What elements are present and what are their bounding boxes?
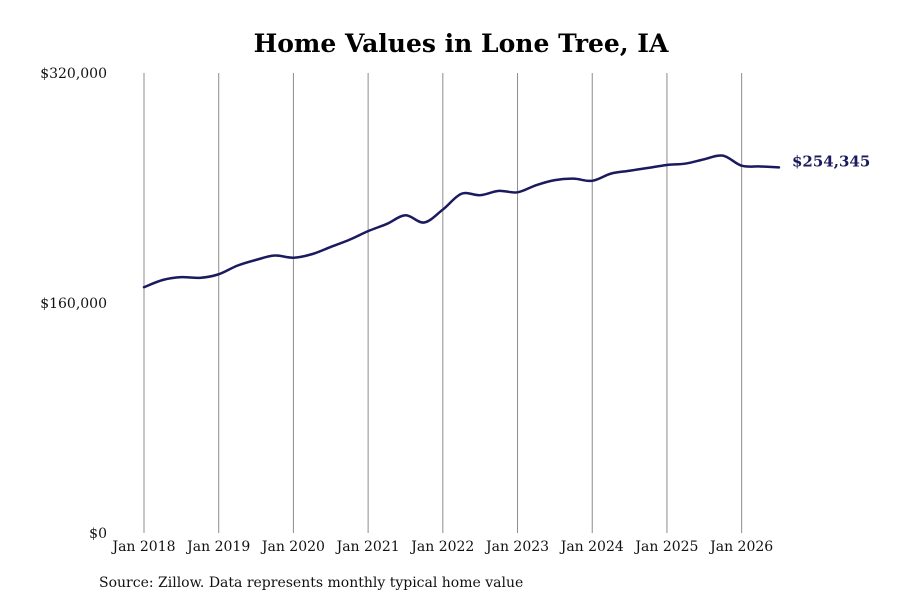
- y-tick-label: $160,000: [40, 296, 107, 312]
- source-note: Source: Zillow. Data represents monthly …: [99, 575, 523, 591]
- series-layer: [142, 154, 781, 289]
- x-tick-label: Jan 2025: [633, 539, 698, 555]
- x-tick-label: Jan 2024: [559, 539, 624, 555]
- x-tick-label: Jan 2026: [708, 539, 773, 555]
- y-axis-tick-labels: $0 $160,000 $320,000: [40, 66, 107, 542]
- x-tick-label: Jan 2018: [110, 539, 175, 555]
- y-tick-label: $0: [89, 526, 107, 542]
- x-tick-label: Jan 2020: [260, 539, 325, 555]
- series-line-0: [142, 154, 781, 289]
- vertical-gridlines: [143, 73, 743, 533]
- x-tick-label: Jan 2022: [409, 539, 474, 555]
- chart-title: Home Values in Lone Tree, IA: [254, 29, 669, 58]
- y-tick-label: $320,000: [40, 66, 107, 82]
- x-tick-label: Jan 2023: [484, 539, 549, 555]
- x-axis-tick-labels: Jan 2018 Jan 2019 Jan 2020 Jan 2021 Jan 2022…: [110, 539, 773, 555]
- x-tick-label: Jan 2019: [185, 539, 250, 555]
- x-tick-label: Jan 2021: [335, 539, 400, 555]
- end-value-label: $254,345: [792, 152, 870, 170]
